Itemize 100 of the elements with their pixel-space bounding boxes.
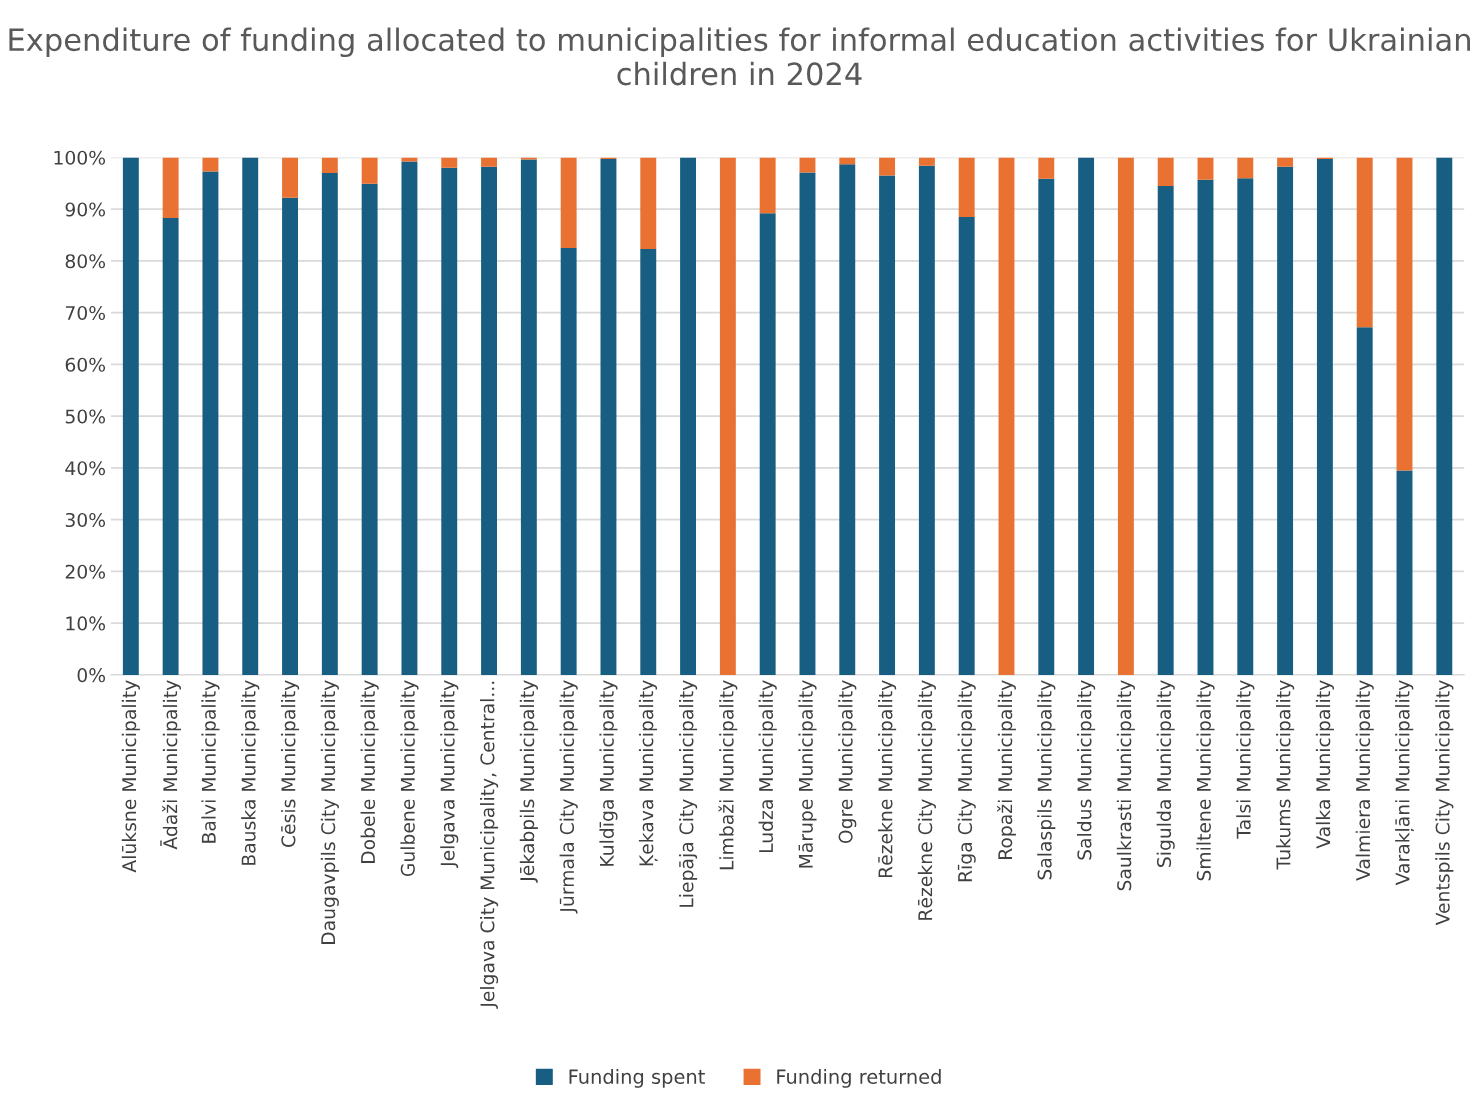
x-tick-label: Gulbene Municipality bbox=[400, 680, 419, 877]
bar bbox=[1277, 157, 1294, 167]
x-tick-label: Kuldīga Municipality bbox=[599, 680, 618, 866]
x-tick-label: Talsi Municipality bbox=[1236, 680, 1255, 839]
y-tick-label: 20% bbox=[65, 564, 106, 579]
x-tick-label: Limbaži Municipality bbox=[718, 680, 738, 870]
bar bbox=[202, 171, 219, 675]
x-tick-label: Ķekava Municipality bbox=[638, 680, 658, 866]
bar bbox=[361, 183, 378, 675]
bar bbox=[401, 161, 418, 675]
x-tick-label: Rēzekne Municipality bbox=[878, 680, 897, 878]
x-tick-label: Saldus Municipality bbox=[1077, 680, 1096, 860]
bar bbox=[1356, 157, 1373, 328]
x-tick-label: Bauska Municipality bbox=[241, 680, 260, 865]
y-tick-label: 50% bbox=[65, 409, 106, 424]
x-tick-label: Liepāja City Municipality bbox=[678, 680, 698, 907]
bar bbox=[1316, 159, 1333, 675]
x-tick-label: Rēzekne City Municipality bbox=[917, 680, 936, 920]
y-tick-label: 90% bbox=[65, 202, 106, 217]
bar bbox=[321, 172, 338, 675]
bar bbox=[1396, 470, 1413, 675]
x-tick-label: Varakļāni Municipality bbox=[1395, 680, 1414, 886]
y-tick-label: 100% bbox=[54, 150, 106, 165]
x-tick-label: Saulkrasti Municipality bbox=[1116, 680, 1135, 891]
x-tick-label: Smiltene Municipality bbox=[1196, 680, 1215, 881]
x-tick-label: Balvi Municipality bbox=[201, 680, 220, 843]
bar bbox=[879, 157, 896, 176]
x-tick-label: Tukums Municipality bbox=[1276, 680, 1295, 870]
bar bbox=[361, 157, 378, 184]
bar bbox=[321, 157, 338, 173]
x-tick-label: Mārupe Municipality bbox=[798, 680, 817, 868]
bar bbox=[759, 157, 776, 214]
bar bbox=[401, 157, 418, 162]
bar bbox=[441, 167, 458, 675]
bar bbox=[918, 157, 935, 166]
bar bbox=[560, 157, 577, 248]
x-tick-label: Ludza Municipality bbox=[758, 680, 777, 853]
x-tick-label: Dobele Municipality bbox=[360, 680, 379, 863]
x-tick-label: Jūrmala City Municipality bbox=[559, 680, 578, 914]
bar bbox=[839, 164, 856, 675]
bar bbox=[918, 165, 935, 675]
x-tick-label: Jelgava Municipality bbox=[440, 680, 459, 868]
x-tick-label: Jēkabpils Municipality bbox=[519, 680, 538, 883]
bar bbox=[1197, 157, 1214, 180]
bar bbox=[759, 213, 776, 675]
x-tick-label: Valmiera Municipality bbox=[1355, 680, 1374, 881]
x-tick-label: Ogre Municipality bbox=[838, 680, 857, 844]
bar bbox=[1117, 157, 1134, 675]
x-tick-label: Valka Municipality bbox=[1315, 680, 1334, 849]
bar bbox=[600, 159, 617, 675]
x-tick-label: Ropaži Municipality bbox=[997, 680, 1016, 859]
legend-label: Funding spent bbox=[569, 1068, 705, 1088]
bar bbox=[958, 157, 975, 217]
bar bbox=[1356, 327, 1373, 675]
bar bbox=[242, 157, 259, 675]
bar bbox=[481, 157, 498, 167]
x-tick-label: Sigulda Municipality bbox=[1156, 680, 1175, 867]
x-tick-label: Salaspils Municipality bbox=[1037, 680, 1056, 880]
bar bbox=[520, 159, 537, 675]
bar bbox=[958, 216, 975, 675]
y-tick-label: 30% bbox=[65, 512, 106, 528]
y-tick-label: 70% bbox=[65, 305, 106, 321]
bar bbox=[879, 175, 896, 675]
x-tick-label: Ventspils City Municipality bbox=[1435, 680, 1454, 926]
bar bbox=[1197, 179, 1214, 675]
y-tick-label: 80% bbox=[65, 254, 106, 269]
y-tick-label: 40% bbox=[65, 461, 106, 476]
bar bbox=[1157, 157, 1174, 186]
y-tick-label: 60% bbox=[65, 357, 106, 372]
bar bbox=[441, 157, 458, 168]
bar bbox=[282, 157, 298, 198]
y-tick-label: 0% bbox=[77, 668, 106, 683]
bar bbox=[481, 166, 498, 675]
bar bbox=[282, 197, 298, 675]
bar bbox=[1237, 178, 1254, 675]
bar bbox=[1078, 157, 1095, 675]
legend-label: Funding returned bbox=[777, 1068, 941, 1088]
bar bbox=[520, 157, 537, 160]
bar bbox=[560, 248, 577, 675]
bar bbox=[202, 157, 219, 172]
x-tick-label: Daugavpils City Municipality bbox=[320, 680, 339, 944]
bar bbox=[719, 157, 736, 675]
bar bbox=[162, 157, 179, 218]
bar bbox=[839, 157, 856, 165]
bar bbox=[680, 157, 697, 675]
x-tick-label: Rīga City Municipality bbox=[957, 680, 976, 882]
y-tick-label: 10% bbox=[66, 616, 106, 631]
bar bbox=[1436, 157, 1453, 675]
bar bbox=[640, 249, 657, 675]
bar bbox=[1157, 185, 1174, 675]
bar bbox=[1038, 157, 1055, 179]
x-tick-label: Alūksne Municipality bbox=[121, 680, 140, 873]
bar bbox=[799, 172, 816, 675]
bar bbox=[162, 217, 179, 675]
bar bbox=[640, 157, 657, 250]
x-tick-label: Cēsis Municipality bbox=[280, 680, 300, 847]
x-tick-label: Jelgava City Municipality, Central... bbox=[479, 681, 499, 1009]
bar bbox=[122, 157, 139, 675]
chart-title: Expenditure of funding allocated to municipalities for informal education activities for Ukrainian children in 2024 bbox=[9, 27, 1470, 86]
bar bbox=[1038, 178, 1055, 675]
